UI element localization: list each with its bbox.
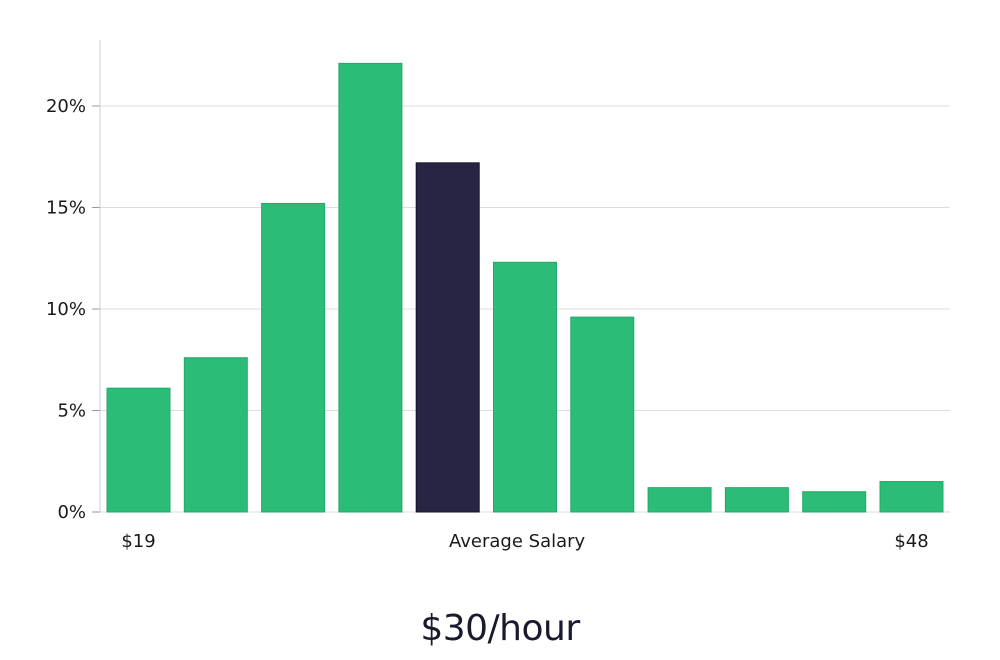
salary-bar (106, 387, 171, 513)
average-salary-headline: $30/hour (420, 608, 580, 649)
y-tick-label: 0% (57, 502, 86, 523)
average-salary-bar (415, 162, 480, 513)
y-tick-label: 10% (46, 299, 86, 320)
salary-bar (261, 202, 326, 513)
salary-bar (724, 487, 789, 513)
salary-bar (879, 481, 944, 513)
bars (106, 62, 944, 513)
y-tick-label: 20% (46, 96, 86, 117)
x-category-label: $48 (894, 531, 928, 552)
salary-bar (493, 261, 557, 513)
y-tick-label: 15% (46, 198, 86, 219)
x-category-label: Average Salary (449, 531, 586, 552)
y-tick-labels: 0% 5% 10% 15% 20% (46, 96, 86, 523)
x-category-label: $19 (121, 531, 155, 552)
x-labels: $19 Average Salary $48 (121, 531, 928, 552)
y-tick-label: 5% (57, 401, 86, 422)
salary-bar (647, 487, 712, 513)
salary-bar (338, 62, 403, 513)
salary-bar (802, 491, 867, 513)
salary-bar (570, 316, 635, 513)
salary-bar (183, 357, 248, 513)
